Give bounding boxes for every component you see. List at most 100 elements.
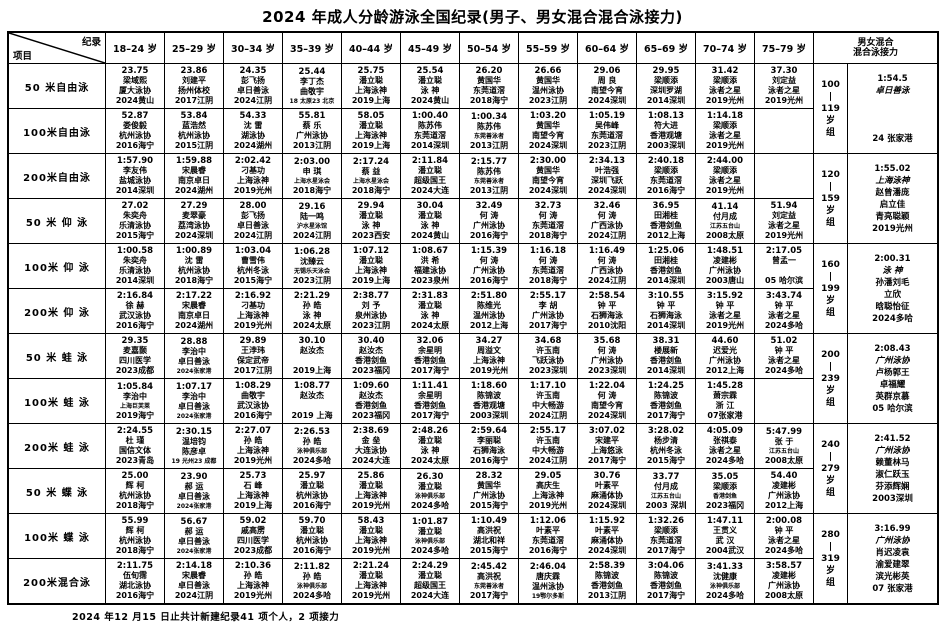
cell-line: 1:09.60 xyxy=(352,381,390,391)
cell-line: 岁 xyxy=(825,295,835,306)
cell-line: 2019光州 xyxy=(233,456,273,465)
cell-line: 2015海宁 xyxy=(646,456,686,465)
cell-line: 超级国王 xyxy=(414,176,446,185)
cell-line: 2:40.18 xyxy=(647,156,685,166)
cell-line: 2:58.54 xyxy=(588,291,626,301)
cell-line: 2010沈阳 xyxy=(587,321,627,330)
cell-line: 25.86 xyxy=(357,471,385,481)
cell-line: 潘立聪 xyxy=(359,121,383,130)
cell-line: 四川医学 xyxy=(119,356,151,365)
cell-line: 广州泳协 xyxy=(768,581,800,590)
cell-line: 2019光州 xyxy=(705,186,745,195)
record-cell: 25.00 辉 柯杭州泳协 2018海宁 xyxy=(105,468,165,514)
event-row-7: 100米 蛙 泳 1:05.84 李治中 上海巨芙莱 2019海宁 1:07.17 李治中卓… xyxy=(7,378,938,424)
cell-line: 飞跃泳协 xyxy=(532,356,564,365)
cell-line: 刘建平 xyxy=(182,76,206,85)
cell-line: 2013江阴 xyxy=(587,591,627,600)
record-cell: 2:38.77 刘 予泉州泳协 2023江阴 xyxy=(341,288,401,334)
cell-line: 东莞道滘 xyxy=(473,86,505,95)
cell-line: 38.31 xyxy=(652,336,680,346)
event-label: 50 米 仰 泳 xyxy=(7,198,106,244)
cell-line: 2:41.52 xyxy=(874,433,911,444)
cell-line: 唐庆霖 xyxy=(536,571,560,581)
cell-line: 钟 平 xyxy=(774,301,794,310)
cell-line: 上海水星泳会 xyxy=(293,177,330,185)
cell-line: 李丽聪 xyxy=(477,436,501,445)
cell-line: 2018海宁 xyxy=(528,231,568,240)
cell-line: 潘立聪 xyxy=(359,256,383,265)
cell-line: 2014深圳 xyxy=(646,276,686,285)
cell-line: 2014深圳 xyxy=(410,141,450,150)
cell-line: 淑仁跃玉 xyxy=(875,469,910,480)
cell-line: 2024太原 xyxy=(410,321,450,330)
cell-line: 厦大泳协 xyxy=(119,86,151,95)
cell-line: 四川医学 xyxy=(237,536,269,545)
record-cell: 1:22.04 何 涛南望今宵 2024深圳 xyxy=(577,378,637,424)
cell-line: 李治中 xyxy=(123,391,147,401)
cell-line: 2024湖州 xyxy=(233,141,273,150)
cell-line: 2:16.84 xyxy=(116,291,154,301)
record-cell: 1:00.34 陈苏伟 东莞善泳者 2013江阴 xyxy=(459,108,519,154)
cell-line: 2:59.64 xyxy=(470,426,508,436)
cell-line: 27.29 xyxy=(180,201,208,211)
cell-line: 2:11.84 xyxy=(411,156,449,166)
cell-line: 辉 柯 xyxy=(125,526,145,535)
record-cell: 25.73 石 峰上海泳神 2019上海 xyxy=(223,468,283,514)
record-cell: 34.27 周溢文 上海泳神 2019光州 xyxy=(459,333,519,379)
cell-line: 高洪祝 xyxy=(477,526,501,535)
age-column-header-11: 75–79 岁 xyxy=(754,31,814,64)
cell-line: 泳者之星 xyxy=(768,86,800,95)
relay-age-group: 160 | 199 岁组 xyxy=(813,243,848,334)
record-cell: 52.87 娄俊毅 杭州泳协 2016海宁 xyxy=(105,108,165,154)
record-cell: 3:28.02 杨步清 杭州冬泳 2015海宁 xyxy=(636,423,696,469)
diagonal-label-record: 纪录 xyxy=(81,37,101,48)
cell-line: 51.94 xyxy=(770,201,798,211)
cell-line: 南望今宵 xyxy=(532,176,564,185)
cell-line: 赵汝杰 xyxy=(359,391,383,400)
cell-line: 2024黄山 xyxy=(410,96,450,105)
record-cell: 2:17.22 宋晨睿 南京卓日 2024湖州 xyxy=(164,288,224,334)
cell-line: 上海泳神 xyxy=(237,176,269,185)
cell-line: 赵汝杰 xyxy=(300,391,324,400)
cell-line: 2:21.29 xyxy=(293,291,331,301)
cell-line: 泳者之星 xyxy=(709,131,741,140)
cell-line: 19鄂尔多斯 xyxy=(531,592,565,600)
event-row-9: 50 米 蝶 泳 25.00 辉 柯杭州泳协 2018海宁 23.90 郝 运卓日善泳 20… xyxy=(7,468,938,514)
age-column-header-6: 50–54 岁 xyxy=(459,31,519,64)
cell-line: 岁 xyxy=(825,565,835,576)
cell-line: 超级国王 xyxy=(414,581,446,590)
cell-line: 55.81 xyxy=(298,111,326,121)
cell-line: 滨光彬英 xyxy=(875,571,910,582)
cell-line: 深圳罗湖 xyxy=(650,86,682,95)
cell-line: 3:04.06 xyxy=(647,561,685,571)
record-cell: 2:51.80 陈维光 温州泳协 2012上海 xyxy=(459,288,519,334)
cell-line: 香港剑鱼 xyxy=(650,221,682,230)
cell-line: 1:08.67 xyxy=(411,246,449,256)
cell-line: 2019光州 xyxy=(469,366,509,375)
cell-line: 2003深圳 xyxy=(872,493,913,504)
cell-line: 2019光州 xyxy=(764,96,804,105)
cell-line: 南望今宵 xyxy=(532,131,564,140)
cell-line: 2024江阴 xyxy=(233,96,273,105)
cell-line: 湖泳协 xyxy=(241,131,265,140)
cell-line: 泳神俱乐部 xyxy=(414,537,445,545)
cell-line: 萧宗霖 xyxy=(713,391,737,400)
cell-line: 钟 平 xyxy=(656,301,676,310)
record-cell: 2:24.55 杜 瑾国信文体 2023青岛 xyxy=(105,423,165,469)
cell-line: | xyxy=(828,91,833,102)
cell-line: 2019光州 xyxy=(872,223,913,234)
cell-line: 泳 神 xyxy=(420,446,440,455)
cell-line: 2:55.17 xyxy=(529,291,567,301)
event-label: 50 米 蛙 泳 xyxy=(7,333,106,379)
cell-line: 石狮海泳 xyxy=(591,311,623,320)
cell-line: 2024江阴 xyxy=(528,456,568,465)
cell-line: 2:24.55 xyxy=(116,426,154,436)
cell-line: 周 良 xyxy=(597,76,617,85)
cell-line: 何 涛 xyxy=(538,211,558,220)
cell-line: 2024深圳 xyxy=(587,411,627,420)
record-cell: 2:11.75 伍旬霈 湖北泳协 2016海宁 xyxy=(105,558,165,605)
cell-line: 2019光州 xyxy=(233,186,273,195)
cell-line: 香港观塘 xyxy=(473,401,505,410)
cell-line: 温州泳协 xyxy=(532,86,564,95)
cell-line: 2012上海 xyxy=(764,501,804,510)
